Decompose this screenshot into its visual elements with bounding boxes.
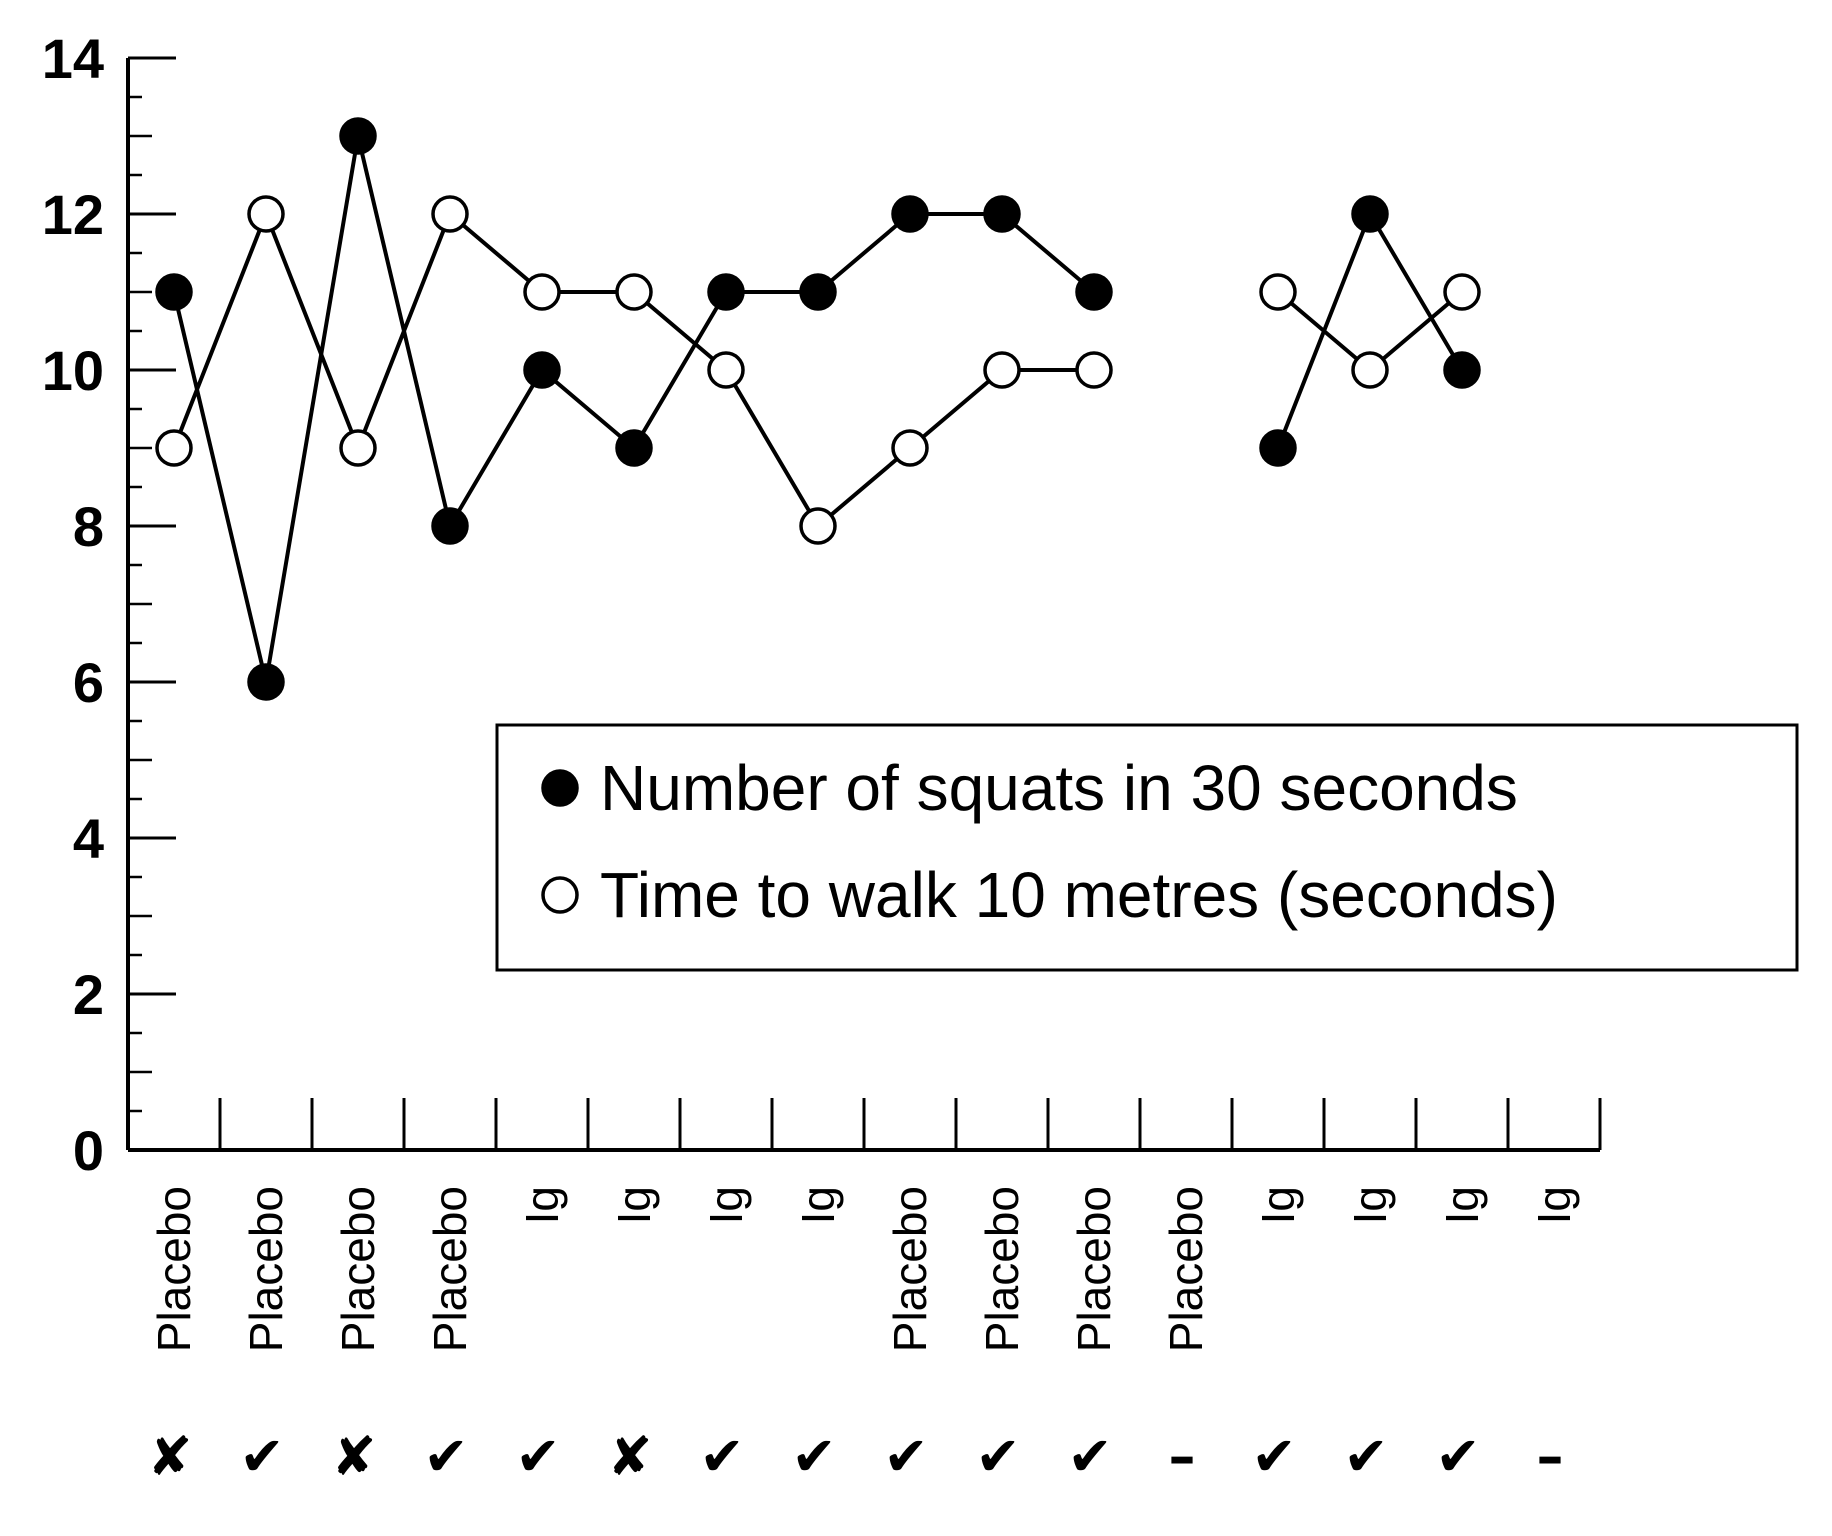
outcome-mark: ✔ <box>239 1425 284 1488</box>
outcome-mark: ✔ <box>515 1425 560 1488</box>
y-tick-label: 8 <box>73 495 104 558</box>
outcome-mark: ✔ <box>883 1425 928 1488</box>
legend-box <box>495 723 1799 972</box>
category-label: Placebo <box>1160 1186 1212 1352</box>
walk-data-point <box>247 195 285 233</box>
y-tick-label: 6 <box>73 651 104 714</box>
squats-series-line <box>1276 212 1464 449</box>
outcome-mark: ✔ <box>791 1425 836 1488</box>
legend-label-squats: Number of squats in 30 seconds <box>600 752 1518 824</box>
outcome-mark: ✔ <box>699 1425 744 1488</box>
outcome-mark: ✔ <box>975 1425 1020 1488</box>
y-tick-label: 14 <box>42 27 104 90</box>
y-tick-label: 0 <box>73 1119 104 1182</box>
legend-marker-squats <box>541 769 579 807</box>
category-labels: Placebo Placebo Placebo Placebo Ig Ig Ig Ig Plac… <box>148 1186 1580 1352</box>
category-label: Ig <box>1436 1186 1488 1224</box>
category-label: Ig <box>700 1186 752 1224</box>
walk-data-point <box>1259 273 1297 311</box>
x-axis-ticks <box>218 1098 1602 1150</box>
y-tick-label: 12 <box>42 183 104 246</box>
walk-data-point <box>155 429 193 467</box>
category-label: Ig <box>1528 1186 1580 1224</box>
legend-marker-walk <box>541 876 579 914</box>
category-label: Ig <box>792 1186 844 1224</box>
outcome-mark: ✘ <box>147 1425 192 1488</box>
category-label: Placebo <box>148 1186 200 1352</box>
category-label: Ig <box>608 1186 660 1224</box>
outcome-mark: ✔ <box>1067 1425 1112 1488</box>
squats-data-point <box>1443 351 1481 389</box>
outcome-mark: ✘ <box>331 1425 376 1488</box>
category-label: Placebo <box>424 1186 476 1352</box>
walk-data-point <box>1075 351 1113 389</box>
category-label: Placebo <box>332 1186 384 1352</box>
squats-data-point <box>155 273 193 311</box>
squats-data-point <box>799 273 837 311</box>
y-axis-ticks: 0 2 4 6 8 10 12 14 <box>42 27 176 1182</box>
series-lines <box>172 134 1464 684</box>
squats-data-point <box>1351 195 1389 233</box>
walk-data-point <box>431 195 469 233</box>
squats-data-point <box>615 429 653 467</box>
legend: Number of squats in 30 seconds Time to wa… <box>495 723 1799 972</box>
y-tick-label: 4 <box>73 807 104 870</box>
squats-data-point <box>707 273 745 311</box>
outcome-marks: ✘ ✔ ✘ ✔ ✔ ✘ ✔ ✔ ✔ ✔ ✔ – ✔ ✔ ✔ – <box>147 1425 1563 1488</box>
category-label: Placebo <box>1068 1186 1120 1352</box>
outcome-mark: ✔ <box>423 1425 468 1488</box>
category-label: Ig <box>1344 1186 1396 1224</box>
y-tick-label: 2 <box>73 963 104 1026</box>
outcome-mark: – <box>1169 1425 1196 1488</box>
outcome-mark: ✔ <box>1251 1425 1296 1488</box>
walk-data-point <box>983 351 1021 389</box>
walk-data-point <box>891 429 929 467</box>
squats-data-point <box>523 351 561 389</box>
outcome-mark: ✔ <box>1343 1425 1388 1488</box>
category-label: Placebo <box>884 1186 936 1352</box>
outcome-mark: – <box>1537 1425 1564 1488</box>
walk-data-point <box>339 429 377 467</box>
squats-data-point <box>983 195 1021 233</box>
legend-label-walk: Time to walk 10 metres (seconds) <box>600 859 1558 931</box>
walk-data-point <box>523 273 561 311</box>
outcome-mark: ✘ <box>607 1425 652 1488</box>
squats-data-point <box>339 117 377 155</box>
category-label: Placebo <box>240 1186 292 1352</box>
series-points <box>155 117 1481 701</box>
squats-data-point <box>1075 273 1113 311</box>
squats-data-point <box>431 507 469 545</box>
walk-data-point <box>615 273 653 311</box>
category-label: Placebo <box>976 1186 1028 1352</box>
category-label: Ig <box>1252 1186 1304 1224</box>
walk-data-point <box>1351 351 1389 389</box>
walk-data-point <box>1443 273 1481 311</box>
walk-series-line <box>172 212 1094 528</box>
walk-data-point <box>707 351 745 389</box>
squats-data-point <box>1259 429 1297 467</box>
category-label: Ig <box>516 1186 568 1224</box>
walk-data-point <box>799 507 837 545</box>
y-tick-label: 10 <box>42 339 104 402</box>
squats-data-point <box>247 663 285 701</box>
outcome-mark: ✔ <box>1435 1425 1480 1488</box>
squats-data-point <box>891 195 929 233</box>
